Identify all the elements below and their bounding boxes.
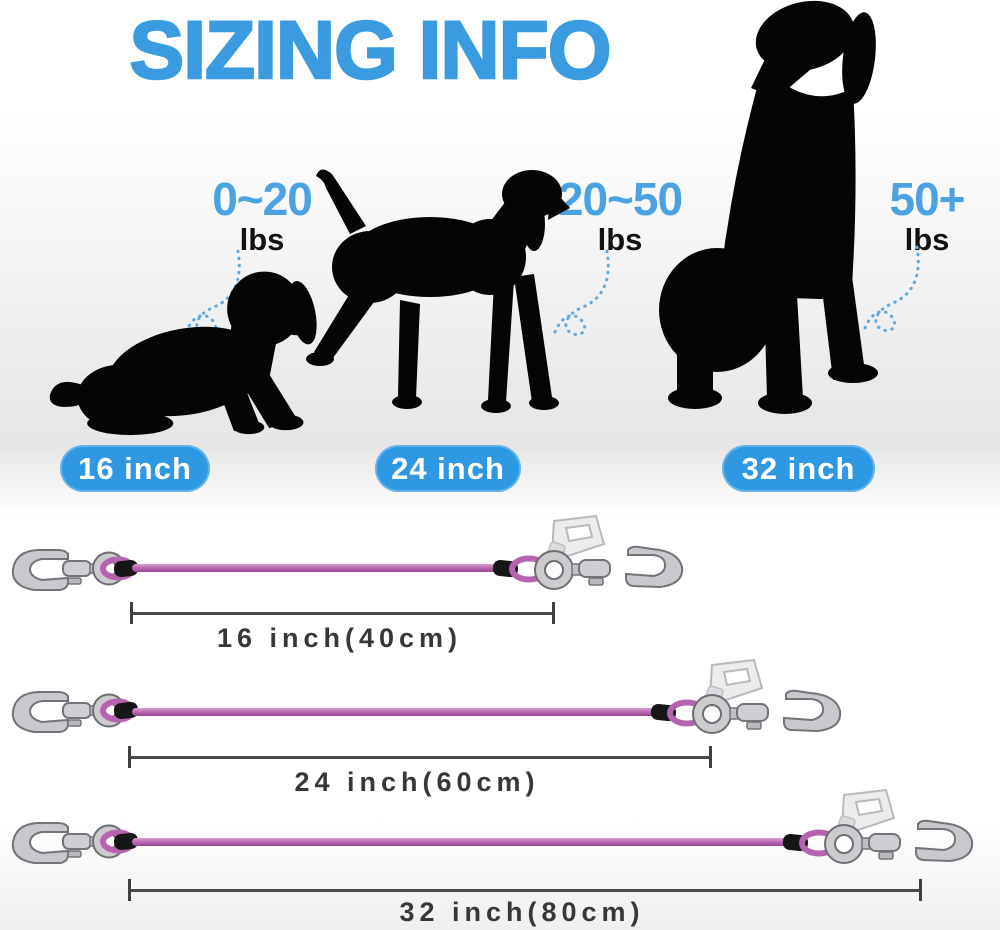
weight-range: 50+	[889, 173, 965, 225]
dimension-line-24inch	[128, 746, 712, 768]
length-label-16inch: 16 inch(40cm)	[216, 623, 463, 653]
weight-unit: lbs	[597, 222, 643, 257]
length-label-24inch: 24 inch(60cm)	[294, 767, 540, 797]
weight-range: 20~50	[557, 173, 683, 225]
dimension-line-32inch	[128, 879, 922, 901]
weight-label-medium: 20~50 lbs	[540, 176, 700, 255]
weight-unit: lbs	[239, 222, 285, 257]
weight-label-small: 0~20 lbs	[182, 176, 342, 255]
large-dog-silhouette	[659, 0, 878, 414]
tie-out-cable-24inch	[132, 708, 656, 716]
tie-out-cable-16inch	[132, 564, 498, 572]
tie-out-cable-32inch	[132, 838, 788, 846]
dimension-line-16inch	[130, 602, 555, 624]
size-badge-24inch: 24 inch	[375, 445, 521, 492]
size-badge-32inch: 32 inch	[722, 445, 875, 492]
medium-dog-silhouette	[306, 169, 570, 413]
weight-unit: lbs	[904, 222, 950, 257]
snap-hook-left-icon	[8, 814, 140, 872]
snap-hook-left-icon	[8, 541, 140, 599]
weight-label-large: 50+ lbs	[847, 176, 1000, 255]
size-badge-16inch: 16 inch	[60, 445, 210, 492]
small-dog-silhouette	[49, 271, 317, 436]
length-label-32inch: 32 inch(80cm)	[399, 897, 645, 927]
weight-range: 0~20	[212, 173, 313, 225]
page-title: SIZING INFO	[128, 4, 613, 98]
snap-hook-left-icon	[8, 683, 140, 741]
